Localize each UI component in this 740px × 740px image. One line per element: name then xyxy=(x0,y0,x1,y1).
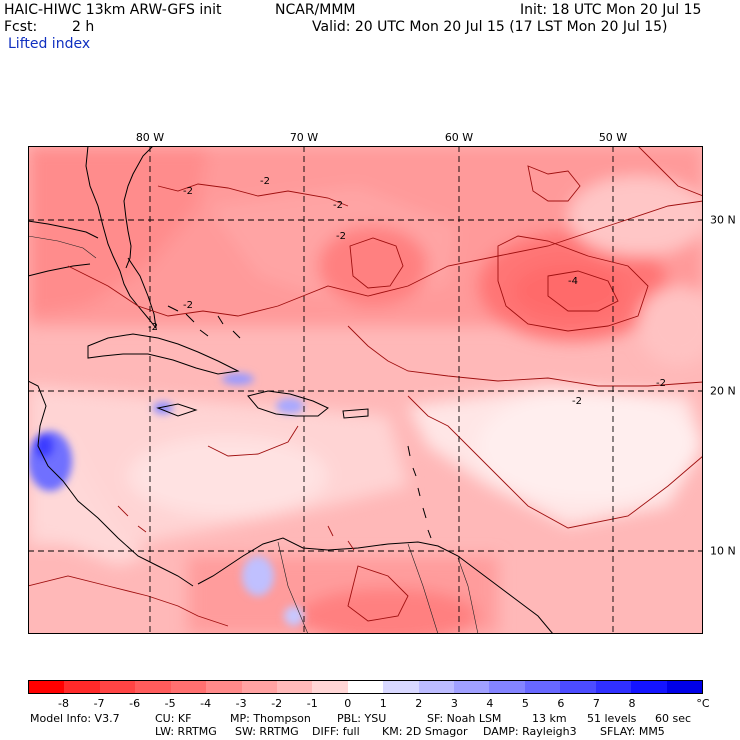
stable-spots xyxy=(28,373,304,626)
colorbar-tick-label: 8 xyxy=(628,697,636,710)
colorbar-segment xyxy=(135,681,171,693)
contour-label: -2 xyxy=(656,378,666,389)
colorbar-segment xyxy=(560,681,596,693)
info-version: Model Info: V3.7 xyxy=(30,712,120,725)
lon-label-70w: 70 W xyxy=(289,131,319,144)
colorbar xyxy=(28,680,703,694)
colorbar-segment xyxy=(383,681,419,693)
colorbar-tick-label: -2 xyxy=(271,697,283,710)
colorbar-segment xyxy=(29,681,65,693)
forecast-label: Fcst: xyxy=(4,19,38,35)
lat-lon-grid xyxy=(28,146,703,634)
colorbar-tick-label: 3 xyxy=(450,697,458,710)
contour-label: -2 xyxy=(260,176,270,187)
info-sflay: SFLAY: MM5 xyxy=(600,725,665,738)
center-label: NCAR/MMM xyxy=(275,2,356,18)
colorbar-segment xyxy=(631,681,667,693)
map-frame xyxy=(28,146,703,634)
info-damp: DAMP: Rayleigh3 xyxy=(483,725,577,738)
colorbar-tick-label: -6 xyxy=(129,697,141,710)
lat-label-20n: 20 N xyxy=(710,384,736,398)
info-sf: SF: Noah LSM xyxy=(427,712,502,725)
contour-label: -2 xyxy=(183,186,193,197)
borders xyxy=(28,235,479,634)
contour-label: -2 xyxy=(148,322,158,333)
colorbar-segment xyxy=(347,681,384,693)
forecast-hour: 2 h xyxy=(72,19,95,35)
colorbar-segment xyxy=(206,681,242,693)
coastlines xyxy=(28,146,554,634)
valid-time: Valid: 20 UTC Mon 20 Jul 15 (17 LST Mon … xyxy=(312,19,668,35)
info-km: KM: 2D Smagor xyxy=(382,725,468,738)
colorbar-segment xyxy=(276,681,313,693)
contour-value-labels: -2 -2 -2 -2 -2 -2 -4 -2 -2 xyxy=(148,176,666,407)
info-pbl: PBL: YSU xyxy=(337,712,387,725)
colorbar-segment xyxy=(99,681,136,693)
colorbar-tick-label: 2 xyxy=(415,697,423,710)
colorbar-segment xyxy=(454,681,490,693)
info-diff: DIFF: full xyxy=(312,725,360,738)
contour-label: -4 xyxy=(568,276,578,287)
lon-label-80w: 80 W xyxy=(135,131,165,144)
info-timestep: 60 sec xyxy=(655,712,692,725)
lat-label-10n: 10 N xyxy=(710,544,736,558)
colorbar-unit: °C xyxy=(696,697,710,710)
field-shading xyxy=(28,146,703,634)
colorbar-segment xyxy=(64,681,100,693)
colorbar-segment xyxy=(524,681,561,693)
colorbar-tick-label: 1 xyxy=(379,697,387,710)
colorbar-tick-label: 6 xyxy=(557,697,565,710)
colorbar-tick-label: -4 xyxy=(200,697,212,710)
info-mp: MP: Thompson xyxy=(230,712,311,725)
contour-lines xyxy=(28,146,703,627)
model-title: HAIC-HIWC 13km ARW-GFS init xyxy=(4,2,222,18)
colorbar-tick-label: -7 xyxy=(93,697,105,710)
info-levels: 51 levels xyxy=(587,712,637,725)
colorbar-tick-label: 4 xyxy=(486,697,494,710)
info-cu: CU: KF xyxy=(155,712,192,725)
field-name: Lifted index xyxy=(8,36,91,52)
contour-label: -2 xyxy=(336,231,346,242)
info-sw: SW: RRTMG xyxy=(235,725,299,738)
colorbar-segment xyxy=(595,681,632,693)
init-time: Init: 18 UTC Mon 20 Jul 15 xyxy=(520,2,702,18)
colorbar-tick-label: -5 xyxy=(164,697,176,710)
info-lw: LW: RRTMG xyxy=(155,725,217,738)
lon-label-60w: 60 W xyxy=(444,131,474,144)
contour-label: -2 xyxy=(183,300,193,311)
colorbar-tick-label: -1 xyxy=(306,697,318,710)
contour-label: -2 xyxy=(572,396,582,407)
colorbar-segment xyxy=(489,681,525,693)
lon-label-50w: 50 W xyxy=(598,131,628,144)
contour-label: -2 xyxy=(333,200,343,211)
colorbar-tick-label: 0 xyxy=(344,697,352,710)
lifted-index-map: -2 -2 -2 -2 -2 -2 -4 -2 -2 xyxy=(28,146,703,634)
colorbar-segment xyxy=(666,681,703,693)
colorbar-segment xyxy=(170,681,207,693)
colorbar-segment xyxy=(312,681,348,693)
info-resolution: 13 km xyxy=(532,712,567,725)
colorbar-tick-label: -8 xyxy=(58,697,69,710)
colorbar-tick-label: -3 xyxy=(235,697,247,710)
colorbar-tick-label: 7 xyxy=(592,697,600,710)
colorbar-tick-label: 5 xyxy=(521,697,529,710)
lat-label-30n: 30 N xyxy=(710,213,736,227)
colorbar-segment xyxy=(418,681,455,693)
colorbar-segment xyxy=(241,681,277,693)
